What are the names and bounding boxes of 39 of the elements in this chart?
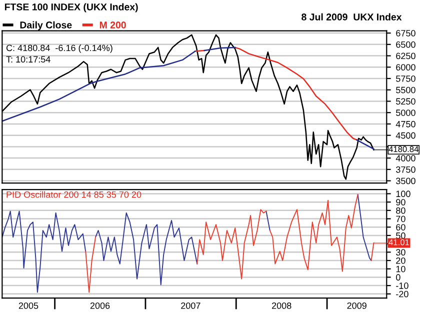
y-tick-label: 30 xyxy=(396,249,406,256)
y-tick-label: 6000 xyxy=(396,64,416,71)
x-tick-label: 2005 xyxy=(18,302,38,309)
legend-label: Daily Close xyxy=(20,21,72,30)
x-tick-label: 2009 xyxy=(347,302,366,309)
chart-subtitle: 8 Jul 2009 UKX Index xyxy=(302,13,402,20)
annotation: 4180.84 xyxy=(388,146,418,152)
y-tick-label: 5500 xyxy=(396,86,416,94)
annotation: 41.01 xyxy=(388,239,410,246)
y-tick-label: 6750 xyxy=(396,30,416,36)
y-tick-label: 6250 xyxy=(396,52,416,60)
annotation: C: 4180.84 -6.16 (-0.14%) xyxy=(6,44,112,53)
y-tick-label: 0 xyxy=(396,274,400,281)
y-tick-label: 100 xyxy=(396,190,410,198)
y-tick-label: 5000 xyxy=(396,110,416,116)
y-tick-label: 3500 xyxy=(396,178,416,184)
y-tick-label: 50 xyxy=(396,232,406,239)
y-tick-label: -20 xyxy=(396,290,408,298)
annotation: T: 10:17:54 xyxy=(6,56,50,63)
y-tick-label: 70 xyxy=(396,216,406,222)
y-tick-label: -10 xyxy=(396,282,408,289)
y-tick-label: 60 xyxy=(396,224,406,230)
y-tick-label: 5250 xyxy=(396,98,416,105)
y-tick-label: 6500 xyxy=(396,41,416,48)
legend-label: M 200 xyxy=(100,22,126,28)
y-tick-label: 4500 xyxy=(396,132,416,139)
x-tick-label: 2007 xyxy=(181,302,200,309)
y-tick-label: 4000 xyxy=(396,155,416,162)
y-tick-label: 5750 xyxy=(396,75,416,82)
y-tick-label: 20 xyxy=(396,257,406,264)
y-tick-label: 80 xyxy=(396,207,406,214)
y-tick-label: 3750 xyxy=(396,166,416,173)
y-tick-label: 4750 xyxy=(396,120,416,128)
chart-title: PID Oscillator 200 14 85 35 70 20 xyxy=(6,191,142,198)
y-tick-label: 90 xyxy=(396,199,406,206)
chart-title: FTSE 100 INDEX (UKX Index) xyxy=(4,3,138,12)
x-tick-label: 2006 xyxy=(90,302,110,309)
y-tick-label: 10 xyxy=(396,266,406,272)
x-tick-label: 2008 xyxy=(272,302,292,309)
